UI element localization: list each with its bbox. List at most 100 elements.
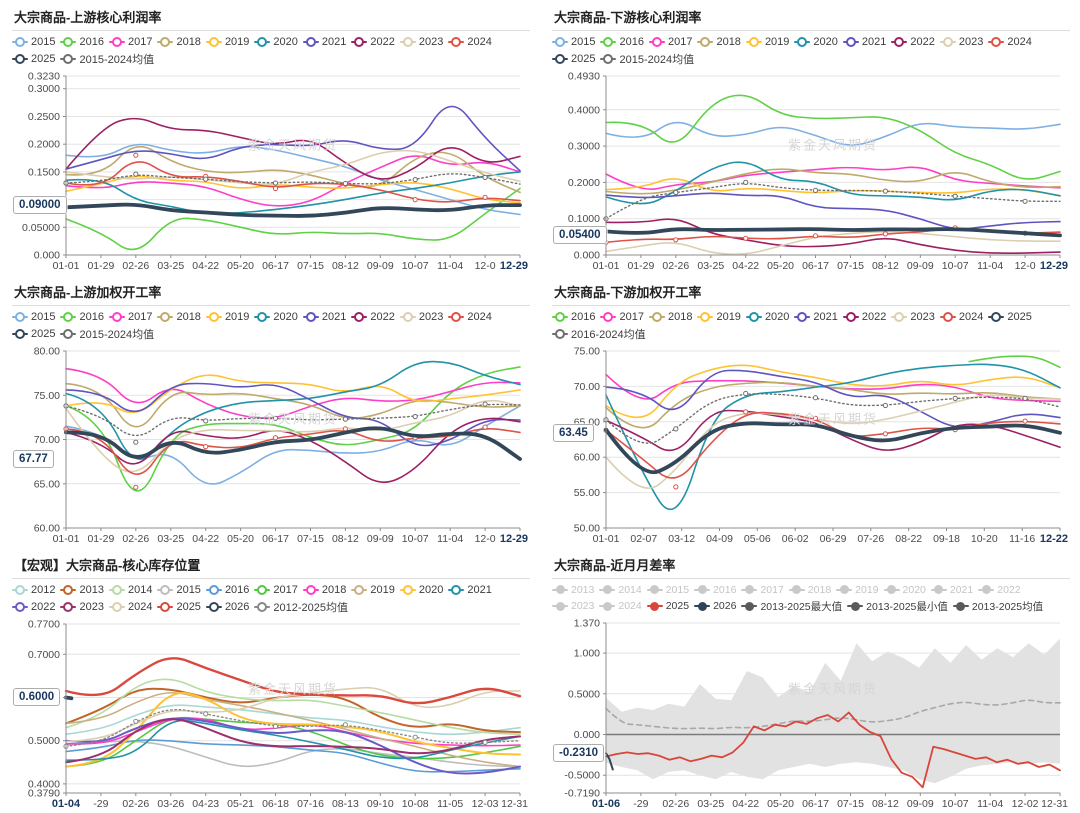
legend-item-2013-2025最小值[interactable]: 2013-2025最小值 <box>847 599 948 614</box>
legend-item-2018[interactable]: 2018 <box>697 36 741 48</box>
legend-label: 2016 <box>619 35 644 48</box>
legend-item-2013[interactable]: 2013 <box>552 584 594 596</box>
legend-item-2024[interactable]: 2024 <box>448 311 492 323</box>
legend-item-2023[interactable]: 2023 <box>399 35 444 48</box>
legend-item-2024[interactable]: 2024 <box>448 36 492 48</box>
svg-text:0.4000: 0.4000 <box>28 778 60 790</box>
legend-marker-icon <box>351 36 368 47</box>
legend-label: 2023 <box>79 600 104 613</box>
legend-item-2015[interactable]: 2015 <box>12 311 55 323</box>
legend-item-2025[interactable]: 2025 <box>552 53 595 65</box>
legend-item-2024[interactable]: 2024 <box>988 36 1032 48</box>
legend-item-2021[interactable]: 2021 <box>448 583 492 596</box>
legend-item-2026[interactable]: 2026 <box>205 601 249 613</box>
legend-item-2023[interactable]: 2023 <box>939 36 983 48</box>
legend-item-2023[interactable]: 2023 <box>60 600 104 613</box>
legend-item-2018[interactable]: 2018 <box>648 311 692 323</box>
legend-item-2022[interactable]: 2022 <box>351 311 395 323</box>
legend-item-2019[interactable]: 2019 <box>697 310 741 323</box>
legend-item-2013-2025均值[interactable]: 2013-2025均值 <box>952 599 1043 614</box>
legend-label: 2021 <box>949 583 974 596</box>
legend-item-2024[interactable]: 2024 <box>599 600 642 612</box>
legend-item-2022[interactable]: 2022 <box>891 36 935 48</box>
legend-item-2018[interactable]: 2018 <box>302 584 346 596</box>
legend-label: 2019 <box>716 310 741 323</box>
legend-item-2017[interactable]: 2017 <box>108 311 152 323</box>
legend-item-2014[interactable]: 2014 <box>599 584 642 596</box>
legend-item-2020[interactable]: 2020 <box>254 36 298 48</box>
legend-item-2022[interactable]: 2022 <box>978 583 1021 596</box>
legend-item-2017[interactable]: 2017 <box>108 36 152 48</box>
legend-item-2021[interactable]: 2021 <box>930 583 974 596</box>
legend-item-2015-2024均值[interactable]: 2015-2024均值 <box>600 51 694 67</box>
legend-item-2016[interactable]: 2016 <box>60 311 104 323</box>
legend-label: 2012-2025均值 <box>273 601 349 614</box>
legend-item-2015[interactable]: 2015 <box>157 584 201 596</box>
legend-item-2021[interactable]: 2021 <box>302 36 346 48</box>
legend-item-2015-2024均值[interactable]: 2015-2024均值 <box>60 51 154 67</box>
legend-item-2013[interactable]: 2013 <box>60 584 104 596</box>
legend-label: 2013 <box>571 583 595 596</box>
legend-item-2017[interactable]: 2017 <box>648 36 692 48</box>
legend-item-2023[interactable]: 2023 <box>399 311 443 323</box>
legend-item-2015-2024均值[interactable]: 2015-2024均值 <box>60 326 154 342</box>
legend-item-2025[interactable]: 2025 <box>157 601 201 613</box>
legend-item-2025[interactable]: 2025 <box>12 53 55 65</box>
legend-item-2024[interactable]: 2024 <box>939 311 983 323</box>
legend-item-2019[interactable]: 2019 <box>836 584 879 596</box>
legend-item-2020[interactable]: 2020 <box>745 311 789 323</box>
legend-item-2017[interactable]: 2017 <box>600 311 644 323</box>
svg-text:0.4000: 0.4000 <box>568 104 600 116</box>
legend-item-2018[interactable]: 2018 <box>788 584 831 596</box>
legend-item-2014[interactable]: 2014 <box>108 584 152 596</box>
legend-item-2012-2025均值[interactable]: 2012-2025均值 <box>254 599 348 615</box>
legend-item-2020[interactable]: 2020 <box>254 311 298 323</box>
legend-item-2019[interactable]: 2019 <box>205 311 249 323</box>
legend-item-2021[interactable]: 2021 <box>842 36 886 48</box>
legend-marker-icon <box>741 585 758 595</box>
legend-item-2018[interactable]: 2018 <box>157 36 201 48</box>
legend-marker-icon <box>978 585 995 595</box>
legend-item-2015[interactable]: 2015 <box>646 584 689 596</box>
legend-item-2016-2024均值[interactable]: 2016-2024均值 <box>552 326 646 342</box>
svg-text:06-17: 06-17 <box>802 260 829 272</box>
legend-item-2019[interactable]: 2019 <box>351 584 395 596</box>
legend-item-2016[interactable]: 2016 <box>552 311 595 323</box>
svg-text:09-09: 09-09 <box>367 260 394 272</box>
legend-item-2012[interactable]: 2012 <box>12 584 55 596</box>
legend-marker-icon <box>157 584 174 595</box>
legend-item-2017[interactable]: 2017 <box>741 584 784 596</box>
legend-item-2019[interactable]: 2019 <box>205 36 249 48</box>
legend-item-2015[interactable]: 2015 <box>12 36 55 48</box>
legend-label: 2023 <box>571 600 595 612</box>
legend-item-2022[interactable]: 2022 <box>12 601 55 613</box>
legend-item-2025[interactable]: 2025 <box>646 600 689 612</box>
legend-item-2021[interactable]: 2021 <box>302 311 346 323</box>
legend-item-2022[interactable]: 2022 <box>351 36 395 48</box>
legend-label: 2021 <box>467 583 492 596</box>
legend-item-2019[interactable]: 2019 <box>745 36 789 48</box>
legend-item-2013-2025最大值[interactable]: 2013-2025最大值 <box>741 599 842 614</box>
legend-item-2016[interactable]: 2016 <box>694 584 736 596</box>
legend-item-2016[interactable]: 2016 <box>600 35 644 48</box>
legend-item-2020[interactable]: 2020 <box>399 584 443 596</box>
legend-item-2021[interactable]: 2021 <box>794 311 838 323</box>
legend-item-2024[interactable]: 2024 <box>108 601 152 613</box>
legend-item-2026[interactable]: 2026 <box>694 600 736 612</box>
legend-item-2023[interactable]: 2023 <box>552 600 594 612</box>
legend-item-2025[interactable]: 2025 <box>12 328 55 340</box>
legend-item-2022[interactable]: 2022 <box>842 311 886 323</box>
legend-item-2017[interactable]: 2017 <box>254 584 298 596</box>
legend-item-2015[interactable]: 2015 <box>552 36 595 48</box>
legend-item-2016[interactable]: 2016 <box>60 36 104 48</box>
legend-item-2016[interactable]: 2016 <box>205 584 249 596</box>
legend-item-2025[interactable]: 2025 <box>988 311 1032 323</box>
legend-item-2020[interactable]: 2020 <box>794 36 838 48</box>
legend-marker-icon <box>205 601 222 612</box>
legend-label: 2022 <box>997 583 1021 596</box>
legend-item-2023[interactable]: 2023 <box>891 311 935 323</box>
plot: 0.4930 0.4000 0.3000 0.2000 0.1000 0.000 01-01… <box>552 69 1070 275</box>
legend-label: 2023 <box>418 35 444 48</box>
legend-item-2018[interactable]: 2018 <box>157 311 201 323</box>
legend-item-2020[interactable]: 2020 <box>883 584 926 596</box>
